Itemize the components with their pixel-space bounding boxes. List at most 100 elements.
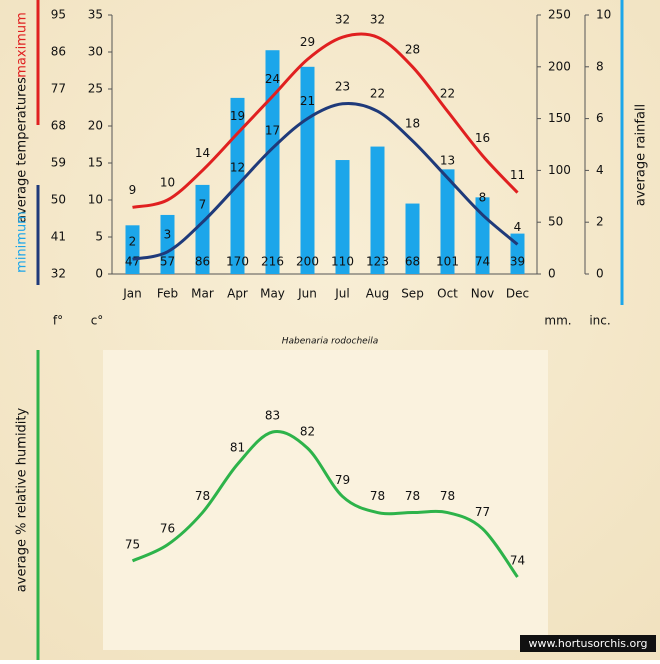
y4-tick-label: 0 <box>596 267 604 281</box>
y4-tick-label: 4 <box>596 163 604 177</box>
line-label: 23 <box>335 79 350 93</box>
bar-label: 101 <box>436 255 459 269</box>
y-tick-label: 15 <box>88 156 103 170</box>
x-tick-label: May <box>260 287 285 301</box>
y3-tick-label: 32 <box>51 267 66 281</box>
humidity-label: 78 <box>195 489 210 503</box>
line-label: 4 <box>514 220 522 234</box>
y2-tick-label: 100 <box>548 163 571 177</box>
line-label: 16 <box>475 131 490 145</box>
humidity-label: 75 <box>125 537 140 551</box>
humidity-label: 77 <box>475 505 490 519</box>
rain-bar <box>510 233 525 274</box>
y-tick-label: 5 <box>95 230 103 244</box>
y-axis-title: average temperatures <box>15 77 30 223</box>
line-label: 21 <box>300 94 315 108</box>
line-label: 14 <box>195 146 210 160</box>
y2-tick-label: 50 <box>548 215 563 229</box>
bar-label: 74 <box>475 255 490 269</box>
line-label: 12 <box>230 161 245 175</box>
humidity-line <box>131 429 519 578</box>
y3-tick-label: 77 <box>51 82 66 96</box>
x-tick-label: Feb <box>157 287 178 301</box>
bar-label: 86 <box>195 255 210 269</box>
bar-label: 39 <box>510 255 525 269</box>
rain-bar <box>300 66 315 274</box>
bar-label: 123 <box>366 255 389 269</box>
mm-unit: mm. <box>544 314 571 328</box>
bar-label: 216 <box>261 255 284 269</box>
bar-label: 68 <box>405 255 420 269</box>
rain-bar <box>335 160 350 274</box>
max-label: maximum <box>15 12 30 78</box>
x-tick-label: Jan <box>122 287 142 301</box>
inch-unit: inc. <box>589 314 610 328</box>
f-unit: f° <box>53 314 63 328</box>
y3-tick-label: 95 <box>51 8 66 22</box>
y4-tick-label: 6 <box>596 111 604 125</box>
humidity-label: 76 <box>160 521 175 535</box>
y2-tick-label: 250 <box>548 8 571 22</box>
y-tick-label: 10 <box>88 193 103 207</box>
line-label: 2 <box>129 235 137 249</box>
line-label: 9 <box>129 183 137 197</box>
line-label: 3 <box>164 227 172 241</box>
x-tick-label: Mar <box>191 287 214 301</box>
y-tick-label: 30 <box>88 45 103 59</box>
line-label: 29 <box>300 35 315 49</box>
line-label: 13 <box>440 153 455 167</box>
line-label: 28 <box>405 42 420 56</box>
humidity-label: 81 <box>230 441 245 455</box>
humidity-label: 79 <box>335 473 350 487</box>
y-tick-label: 35 <box>88 8 103 22</box>
line-label: 7 <box>199 198 207 212</box>
bar-label: 47 <box>125 255 140 269</box>
y4-tick-label: 10 <box>596 8 611 22</box>
y3-tick-label: 41 <box>51 230 66 244</box>
subtitle: Habenaria rodocheila <box>282 337 378 347</box>
watermark-box <box>520 635 656 652</box>
y2-tick-label: 0 <box>548 267 556 281</box>
bar-label: 110 <box>331 255 354 269</box>
temp-line <box>132 102 519 261</box>
min-label: minimum <box>15 211 30 273</box>
rain-bar <box>265 50 280 274</box>
bar-label: 200 <box>296 255 319 269</box>
line-label: 11 <box>510 168 525 182</box>
line-label: 32 <box>370 13 385 27</box>
x-tick-label: Oct <box>437 287 458 301</box>
watermark: www.hortusorchis.org <box>528 637 647 650</box>
rain-bar <box>160 214 175 274</box>
y-tick-label: 0 <box>95 267 103 281</box>
humidity-label: 78 <box>405 489 420 503</box>
rain-bar <box>125 225 140 274</box>
rain-bar <box>195 184 210 274</box>
line-label: 17 <box>265 124 280 138</box>
y3-tick-label: 50 <box>51 193 66 207</box>
line-label: 8 <box>479 190 487 204</box>
x-tick-label: Sep <box>401 287 424 301</box>
temp-line <box>132 32 519 209</box>
y2-tick-label: 200 <box>548 59 571 73</box>
x-tick-label: Jun <box>297 287 317 301</box>
humidity-label: 74 <box>510 554 525 568</box>
humidity-label: 78 <box>370 489 385 503</box>
humidity-title: average % relative humidity <box>15 407 30 592</box>
x-tick-label: Jul <box>334 287 349 301</box>
line-label: 10 <box>160 176 175 190</box>
humidity-label: 82 <box>300 425 315 439</box>
bar-label: 170 <box>226 255 249 269</box>
x-tick-label: Dec <box>506 287 529 301</box>
y2-axis-title: average rainfall <box>634 104 649 206</box>
c-unit: c° <box>91 314 104 328</box>
line-label: 22 <box>440 87 455 101</box>
y4-tick-label: 2 <box>596 215 604 229</box>
humidity-label: 83 <box>265 409 280 423</box>
rain-bar <box>370 146 385 274</box>
humidity-panel <box>103 350 548 650</box>
y2-tick-label: 150 <box>548 111 571 125</box>
line-label: 32 <box>335 13 350 27</box>
humidity-label: 78 <box>440 489 455 503</box>
line-label: 19 <box>230 109 245 123</box>
